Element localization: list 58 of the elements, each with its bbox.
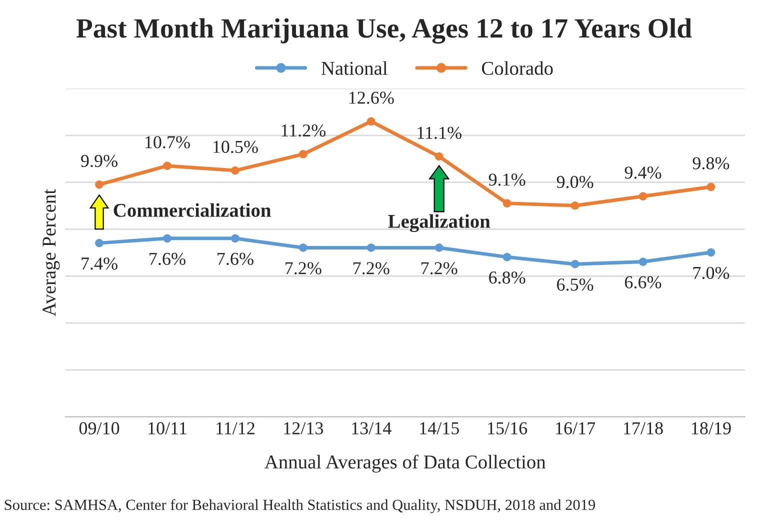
legend-label: National (321, 61, 388, 75)
x-tick-label: 14/15 (420, 422, 459, 434)
data-label: 7.6% (150, 252, 186, 266)
data-label: 9.1% (488, 174, 526, 186)
x-tick-label: 10/11 (148, 422, 186, 434)
data-label: 10.7% (146, 136, 190, 148)
data-label: 11.1% (418, 126, 462, 140)
point (95, 238, 104, 248)
data-label: 9.4% (624, 166, 662, 179)
data-label: 7.2% (421, 262, 458, 274)
point (366, 244, 376, 252)
data-label: 7.2% (354, 262, 390, 274)
annotation: Commercialization (114, 203, 271, 217)
point (502, 252, 512, 262)
data-label: 7.0% (693, 266, 730, 280)
x-tick-label: 17/18 (624, 422, 663, 434)
point (638, 192, 648, 200)
data-label: 9.9% (81, 154, 118, 168)
data-label: 10.5% (213, 140, 258, 154)
data-label: 7.6% (218, 252, 254, 266)
point (163, 234, 172, 243)
data-label: 9.8% (692, 157, 730, 170)
point (231, 234, 240, 243)
data-label: 12.6% (349, 92, 394, 104)
data-label: 7.4% (82, 257, 118, 270)
chart-title: Past Month Marijuana Use, Ages 12 to 17 Years Old (76, 18, 692, 44)
data-label: 6.8% (489, 271, 526, 284)
y-axis-title: Average Percent (42, 189, 60, 316)
point (434, 244, 444, 252)
data-label: 9.0% (556, 176, 594, 188)
point (95, 180, 104, 189)
point (231, 166, 240, 175)
point (570, 260, 580, 268)
x-tick-label: 12/13 (284, 422, 324, 434)
point (299, 244, 308, 252)
point (434, 152, 444, 161)
point (570, 201, 580, 210)
point (706, 182, 716, 192)
point (299, 150, 308, 158)
annotation: Legalization (388, 214, 490, 232)
x-tick-label: 09/10 (79, 422, 120, 434)
source-note: Source: SAMHSA, Center for Behavioral Health Statistics and Quality, NSDUH, 2018 and 2019 (4, 499, 596, 514)
x-tick-label: 11/12 (216, 422, 254, 434)
x-axis-title: Annual Averages of Data Collection (264, 454, 546, 473)
point (638, 258, 648, 266)
point (706, 248, 716, 257)
data-label: 6.5% (557, 278, 594, 291)
point (502, 199, 512, 208)
point (163, 162, 172, 170)
legend-label: Colorado (482, 61, 553, 75)
x-tick-label: 15/16 (488, 422, 528, 434)
x-tick-label: 13/14 (352, 422, 392, 434)
data-label: 11.2% (282, 124, 326, 137)
x-tick-label: 16/17 (556, 422, 596, 434)
x-tick-label: 18/19 (692, 422, 731, 434)
point (366, 117, 376, 126)
data-label: 7.2% (286, 262, 322, 274)
data-label: 6.6% (624, 276, 662, 288)
